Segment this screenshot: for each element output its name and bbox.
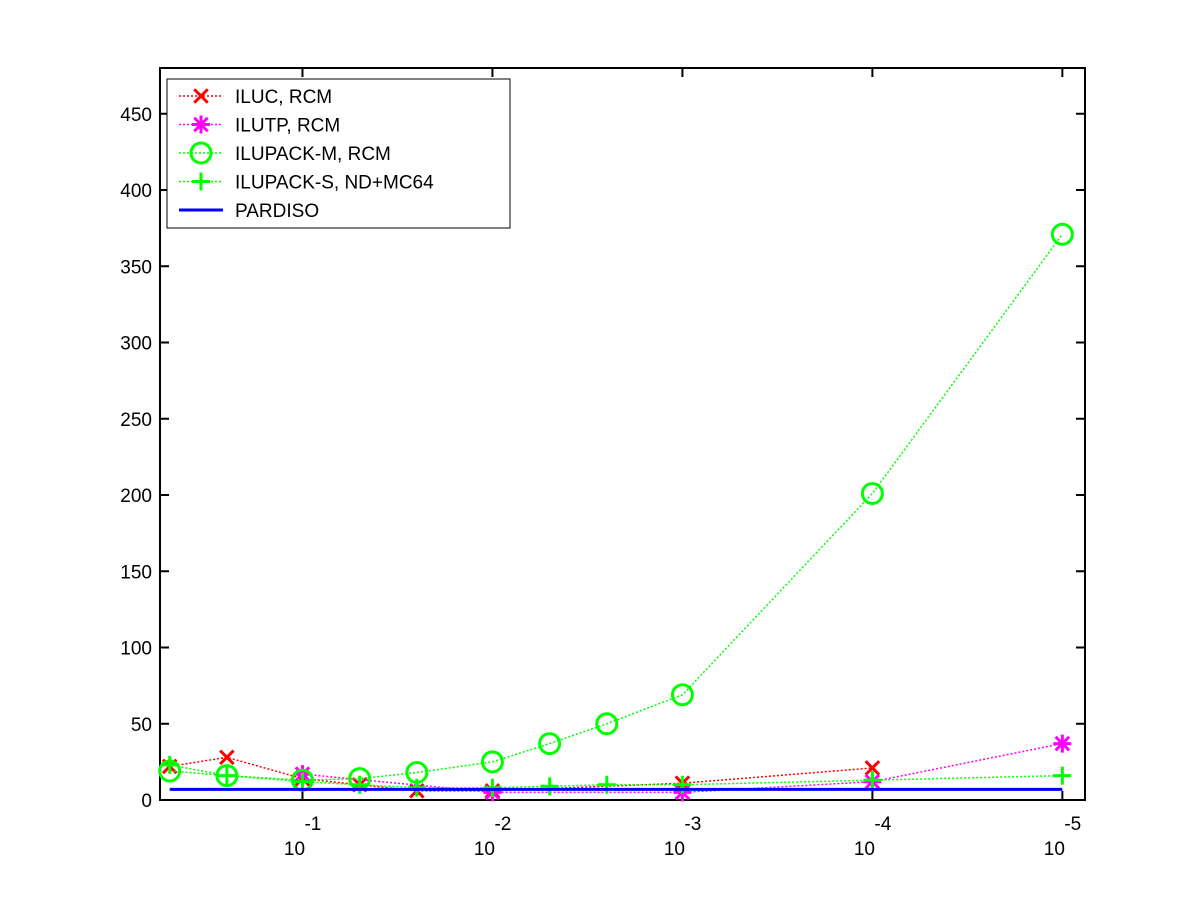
x-tick-label: 10 [664, 839, 685, 860]
series-line [169, 233, 1063, 781]
marker [860, 481, 884, 505]
legend-marker [189, 141, 213, 165]
marker [670, 683, 694, 707]
series-line [169, 756, 873, 792]
marker [864, 760, 881, 776]
x-tick-exponent: -5 [1064, 814, 1081, 835]
marker [407, 778, 426, 797]
marker [217, 766, 236, 785]
legend-label: ILUPACK-M, RCM [235, 144, 391, 165]
y-tick-label: 350 [120, 257, 152, 278]
y-tick-label: 250 [120, 410, 152, 431]
y-tick-label: 200 [120, 486, 152, 507]
y-tick-label: 450 [120, 105, 152, 126]
marker [863, 771, 882, 790]
y-tick-label: 100 [120, 639, 152, 660]
marker [1050, 222, 1074, 246]
marker [540, 777, 559, 796]
x-tick-label: 10 [474, 839, 495, 860]
marker [1053, 766, 1072, 785]
legend-label: PARDISO [235, 201, 319, 222]
marker [595, 712, 619, 736]
x-tick-exponent: -1 [304, 814, 321, 835]
legend-marker [192, 172, 210, 191]
y-tick-label: 300 [120, 334, 152, 355]
x-tick-label: 10 [854, 839, 875, 860]
legend-label: ILUPACK-S, ND+MC64 [235, 173, 434, 194]
legend-box [166, 78, 511, 229]
x-tick-label: 10 [284, 839, 305, 860]
x-tick-label: 10 [1044, 839, 1065, 860]
legend-label: ILUC, RCM [235, 87, 332, 108]
legend-label: ILUTP, RCM [235, 116, 340, 137]
marker [483, 778, 502, 797]
x-tick-exponent: -2 [494, 814, 511, 835]
marker [293, 772, 312, 791]
marker [480, 750, 504, 774]
legend-marker [193, 88, 209, 104]
y-tick-label: 0 [141, 791, 152, 812]
marker [219, 749, 235, 766]
marker [160, 755, 179, 774]
x-tick-exponent: -3 [684, 814, 701, 835]
marker [215, 764, 239, 788]
legend-marker [192, 115, 210, 134]
x-tick-exponent: -4 [874, 814, 891, 835]
y-tick-label: 50 [131, 715, 152, 736]
y-tick-label: 400 [120, 181, 152, 202]
marker [1053, 734, 1072, 753]
y-tick-label: 150 [120, 562, 152, 583]
marker [538, 732, 562, 756]
